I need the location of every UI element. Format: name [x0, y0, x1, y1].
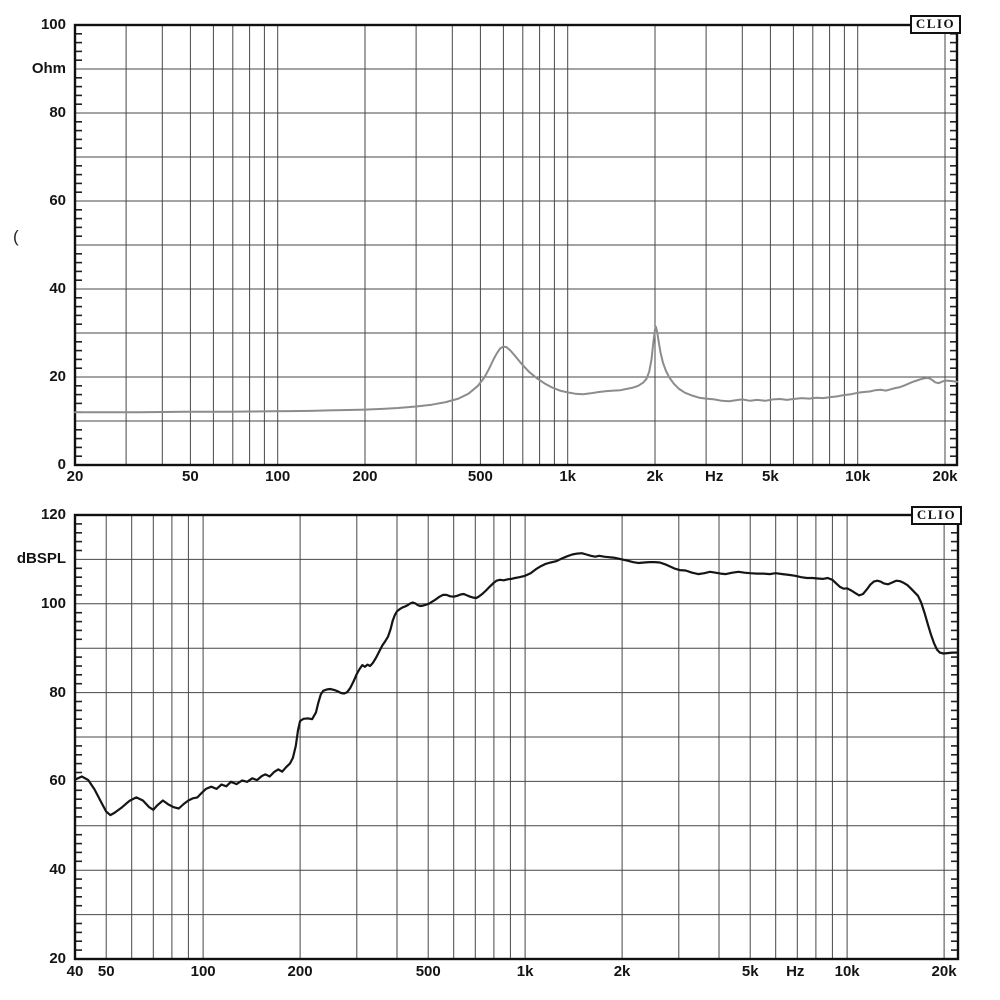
- plot-border: [73, 513, 960, 961]
- spl-response-curve: [73, 552, 959, 817]
- impedance-curve: [74, 325, 958, 414]
- plot-border: [73, 23, 959, 467]
